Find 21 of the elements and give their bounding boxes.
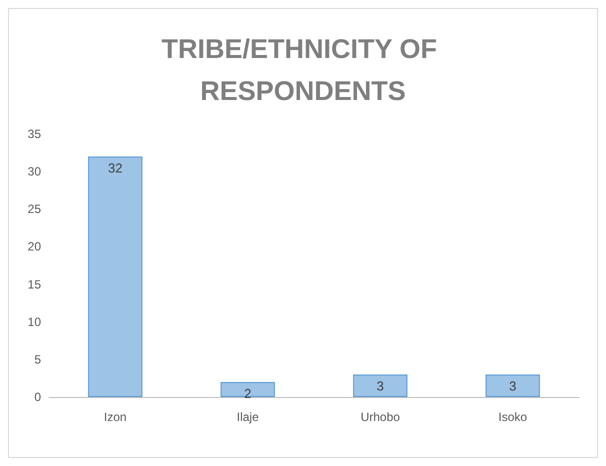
data-label: 2 — [244, 386, 252, 401]
x-tick-label: Isoko — [498, 410, 528, 424]
y-tick-label: 15 — [28, 277, 42, 292]
x-tick-label: Ilaje — [236, 410, 260, 424]
y-tick-label: 25 — [28, 202, 42, 216]
y-tick-label: 35 — [28, 127, 42, 141]
y-tick-label: 30 — [28, 164, 42, 179]
data-label: 32 — [108, 160, 122, 176]
y-tick-label: 5 — [34, 352, 42, 366]
y-tick-label: 0 — [34, 390, 42, 404]
data-label: 3 — [509, 378, 516, 394]
bar — [353, 374, 408, 397]
bar — [88, 156, 142, 397]
data-label: 3 — [376, 378, 384, 394]
y-tick-label: 20 — [28, 240, 42, 254]
x-tick-label: Izon — [104, 410, 127, 424]
y-tick-label: 10 — [28, 314, 42, 329]
x-tick-label: Urhobo — [360, 410, 400, 424]
bar — [220, 382, 275, 397]
chart-title: TRIBE/ETHNICITY OF RESPONDENTS — [161, 34, 445, 106]
bar — [486, 374, 540, 397]
